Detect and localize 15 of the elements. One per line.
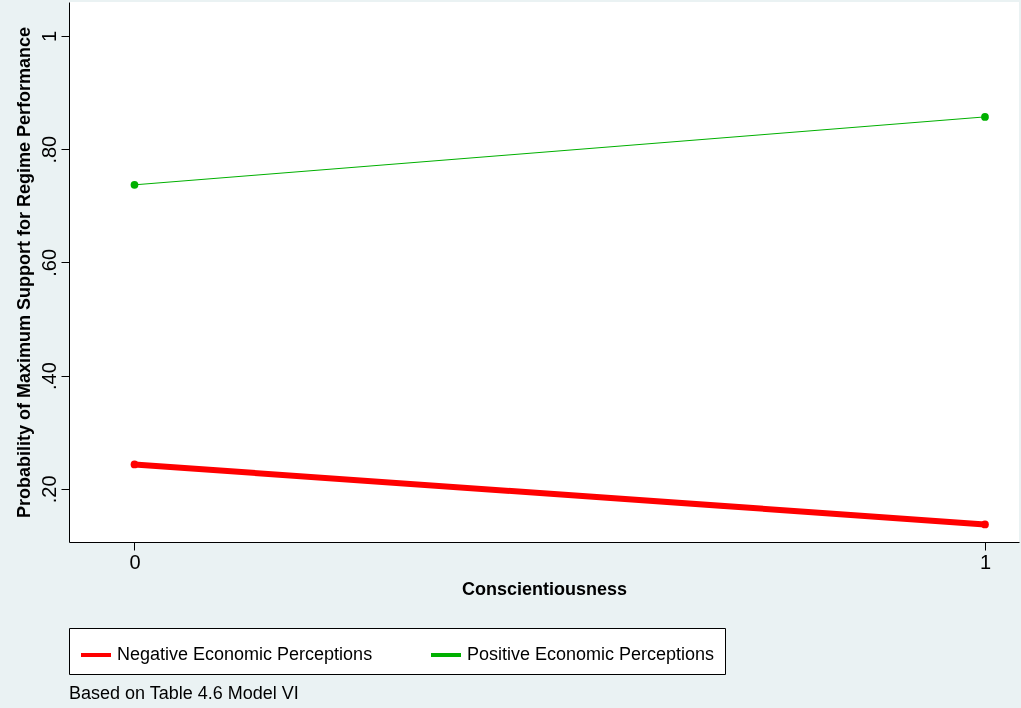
legend-label: Negative Economic Perceptions [117, 644, 373, 664]
x-axis-title: Conscientiousness [461, 578, 628, 599]
point [981, 113, 989, 121]
y-tick-label: .40 [37, 362, 60, 390]
x-tick-label: 0 [129, 550, 141, 573]
point [130, 180, 139, 189]
y-tick-label: .60 [37, 248, 60, 277]
point [981, 520, 989, 529]
legend-label: Positive Economic Perceptions [467, 644, 715, 664]
y-tick-label: .20 [37, 475, 60, 504]
y-tick-label: 1 [37, 30, 60, 43]
y-tick-label: .80 [37, 135, 60, 164]
text: Based on Table 4.6 Model VI [69, 682, 299, 703]
y-axis-title: Probability of Maximum Support for Regime Performance [13, 26, 34, 519]
point [130, 460, 139, 469]
